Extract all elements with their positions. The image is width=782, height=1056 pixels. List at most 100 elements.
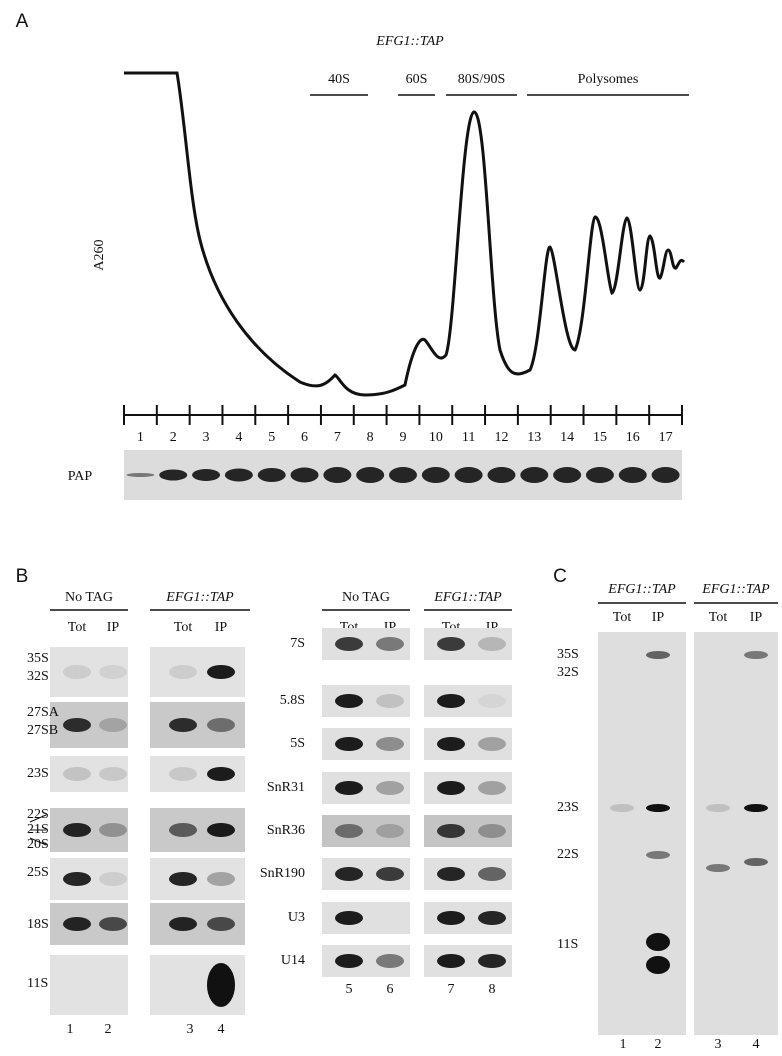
band xyxy=(478,911,506,925)
lane-number: 4 xyxy=(235,430,242,445)
band xyxy=(99,823,127,837)
band xyxy=(207,767,235,781)
column-label: IP xyxy=(652,610,665,625)
row-label: 11S xyxy=(27,976,48,991)
band xyxy=(207,963,235,1007)
row-label: 18S xyxy=(27,917,49,932)
band xyxy=(207,665,235,679)
band xyxy=(335,867,363,881)
group-label: EFG1::TAP xyxy=(433,590,502,605)
column-label: Tot xyxy=(68,620,87,635)
group-label: EFG1::TAP xyxy=(165,590,234,605)
blot xyxy=(50,647,128,697)
slash xyxy=(29,837,47,846)
panel-label: A xyxy=(16,11,29,32)
band xyxy=(646,851,670,859)
band xyxy=(169,823,197,837)
lane-number: 17 xyxy=(659,430,673,445)
band xyxy=(487,467,516,483)
band xyxy=(478,867,506,881)
strain-title: EFG1::TAP xyxy=(375,34,444,49)
blot xyxy=(50,955,128,1015)
row-label: 5S xyxy=(290,736,305,751)
lane-number: 2 xyxy=(170,430,177,445)
band xyxy=(437,737,465,751)
lane-number: 1 xyxy=(67,1022,74,1037)
band xyxy=(706,864,730,872)
row-label: 27SA xyxy=(27,705,60,720)
marker-label: 35S xyxy=(557,647,579,662)
band xyxy=(169,767,197,781)
band xyxy=(437,954,465,968)
lane-number: 4 xyxy=(753,1037,760,1052)
band xyxy=(646,956,670,974)
band xyxy=(207,917,235,931)
lane-number: 10 xyxy=(429,430,443,445)
blot-label: PAP xyxy=(68,469,93,484)
row-label: 21S xyxy=(27,822,49,837)
band xyxy=(744,858,768,866)
band xyxy=(335,781,363,795)
band xyxy=(99,767,127,781)
band xyxy=(63,767,91,781)
column-label: IP xyxy=(215,620,228,635)
lane-number: 1 xyxy=(620,1037,627,1052)
row-label: 35S xyxy=(27,651,49,666)
marker-label: 22S xyxy=(557,847,579,862)
band xyxy=(335,824,363,838)
band xyxy=(376,737,404,751)
column-label: IP xyxy=(750,610,763,625)
y-axis-label: A260 xyxy=(92,239,107,270)
band xyxy=(224,468,253,482)
band xyxy=(126,473,155,477)
lane-number: 6 xyxy=(387,982,394,997)
band xyxy=(437,824,465,838)
group-label: No TAG xyxy=(342,590,390,605)
band xyxy=(159,469,188,481)
band xyxy=(437,911,465,925)
band xyxy=(335,637,363,651)
row-label: 22S xyxy=(27,807,49,822)
row-label: 20S xyxy=(27,837,49,852)
band xyxy=(610,804,634,812)
lane-number: 8 xyxy=(367,430,374,445)
panel-label: B xyxy=(16,566,29,587)
band xyxy=(376,781,404,795)
band xyxy=(63,718,91,732)
band xyxy=(478,781,506,795)
lane-number: 2 xyxy=(655,1037,662,1052)
fraction-label: 40S xyxy=(328,72,350,87)
row-label: 25S xyxy=(27,865,49,880)
band xyxy=(99,872,127,886)
lane-number: 3 xyxy=(187,1022,194,1037)
column-label: Tot xyxy=(709,610,728,625)
slash xyxy=(29,814,47,823)
marker-label: 32S xyxy=(557,665,579,680)
a260-trace xyxy=(124,71,686,397)
band xyxy=(169,718,197,732)
row-label: 23S xyxy=(27,766,49,781)
group-label: EFG1::TAP xyxy=(701,582,770,597)
band xyxy=(646,933,670,951)
band xyxy=(63,823,91,837)
band xyxy=(744,651,768,659)
band xyxy=(478,824,506,838)
band xyxy=(553,467,582,483)
band xyxy=(478,954,506,968)
row-label: SnR36 xyxy=(267,823,305,838)
lane-number: 5 xyxy=(268,430,275,445)
band xyxy=(207,823,235,837)
band xyxy=(585,467,614,483)
lane-number: 2 xyxy=(105,1022,112,1037)
fraction-label: 60S xyxy=(406,72,428,87)
row-label: 32S xyxy=(27,669,49,684)
band xyxy=(207,718,235,732)
lane-number: 5 xyxy=(346,982,353,997)
band xyxy=(356,467,385,483)
band xyxy=(376,637,404,651)
row-label: SnR31 xyxy=(267,780,305,795)
band xyxy=(478,737,506,751)
panel-label: C xyxy=(553,566,567,587)
